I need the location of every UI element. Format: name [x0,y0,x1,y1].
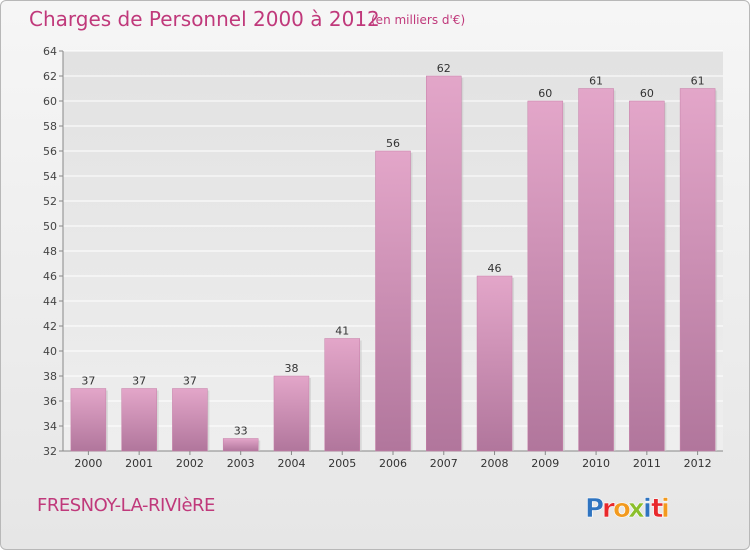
y-tick-label: 46 [43,270,57,283]
logo-letter: t [651,494,663,524]
y-tick-label: 44 [43,295,57,308]
x-tick-label: 2012 [684,457,712,470]
x-tick-label: 2010 [582,457,610,470]
x-tick-label: 2008 [481,457,509,470]
x-tick-label: 2006 [379,457,407,470]
x-tick-label: 2001 [125,457,153,470]
y-tick-label: 42 [43,320,57,333]
data-label: 60 [640,87,654,100]
logo-letter: P [585,494,604,524]
y-tick-label: 50 [43,220,57,233]
bar [679,88,716,452]
y-tick-label: 38 [43,370,57,383]
data-label: 61 [589,75,603,88]
data-label: 61 [691,75,705,88]
data-label: 41 [335,325,349,338]
bar [273,375,310,452]
y-tick-label: 40 [43,345,57,358]
data-label: 46 [488,262,502,275]
y-tick-label: 48 [43,245,57,258]
bar [426,75,462,452]
logo-letter: i [661,494,670,524]
bar [476,275,513,452]
y-tick-label: 60 [43,95,57,108]
x-tick-label: 2009 [531,457,559,470]
commune-name: FRESNOY-LA-RIVIèRE [37,495,215,516]
data-label: 37 [132,375,146,388]
y-tick-label: 52 [43,195,57,208]
y-tick-label: 58 [43,120,57,133]
data-label: 37 [81,375,95,388]
chart-title: Charges de Personnel 2000 à 2012 [29,7,380,31]
bar [375,150,411,452]
y-tick-label: 54 [43,170,57,183]
x-tick-label: 2000 [74,457,102,470]
logo-letter: x [628,494,645,524]
bar [578,88,614,452]
data-label: 37 [183,375,197,388]
bar [324,338,360,452]
x-tick-label: 2005 [328,457,356,470]
x-tick-label: 2007 [430,457,458,470]
x-tick-label: 2003 [227,457,255,470]
y-tick-label: 34 [43,420,57,433]
bar [121,388,157,452]
x-tick-label: 2004 [277,457,305,470]
bar-chart: 32 34 36 38 40 42 44 46 48 50 52 54 56 58 60 62 64 37 2000… [43,45,723,470]
bar [629,100,665,452]
data-label: 60 [538,87,552,100]
y-tick-label: 62 [43,70,57,83]
x-tick-label: 2011 [633,457,661,470]
bar [222,438,259,452]
bar [70,388,107,452]
logo-letter: i [643,494,652,524]
logo-letter: o [613,494,631,524]
chart-subtitle: (en milliers d'€) [371,13,466,27]
bar [527,100,564,452]
data-label: 38 [284,362,298,375]
y-tick-label: 36 [43,395,57,408]
data-label: 62 [437,62,451,75]
y-tick-label: 32 [43,445,57,458]
bar [172,388,208,452]
y-tick-label: 64 [43,45,57,58]
y-tick-label: 56 [43,145,57,158]
logo-letter: r [602,494,615,524]
data-label: 56 [386,137,400,150]
x-tick-label: 2002 [176,457,204,470]
data-label: 33 [234,425,248,438]
